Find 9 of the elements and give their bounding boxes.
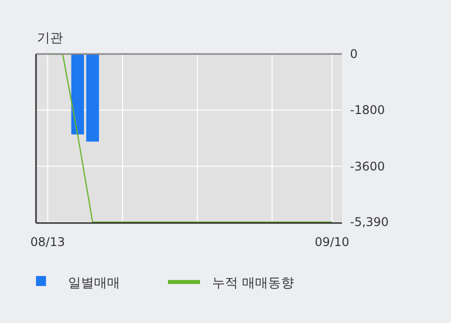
legend-label: 누적 매매동향 [212,276,294,291]
y-tick-label: -1800 [350,103,385,118]
chart-title: 기관 [37,31,63,46]
legend-label: 일별매매 [68,276,120,291]
x-tick-label: 08/13 [30,235,65,249]
y-tick-label: 0 [350,47,358,61]
y-tick-label: -3600 [350,159,385,174]
y-tick-label: -5,390 [350,215,389,230]
x-tick-label: 09/10 [314,235,350,249]
